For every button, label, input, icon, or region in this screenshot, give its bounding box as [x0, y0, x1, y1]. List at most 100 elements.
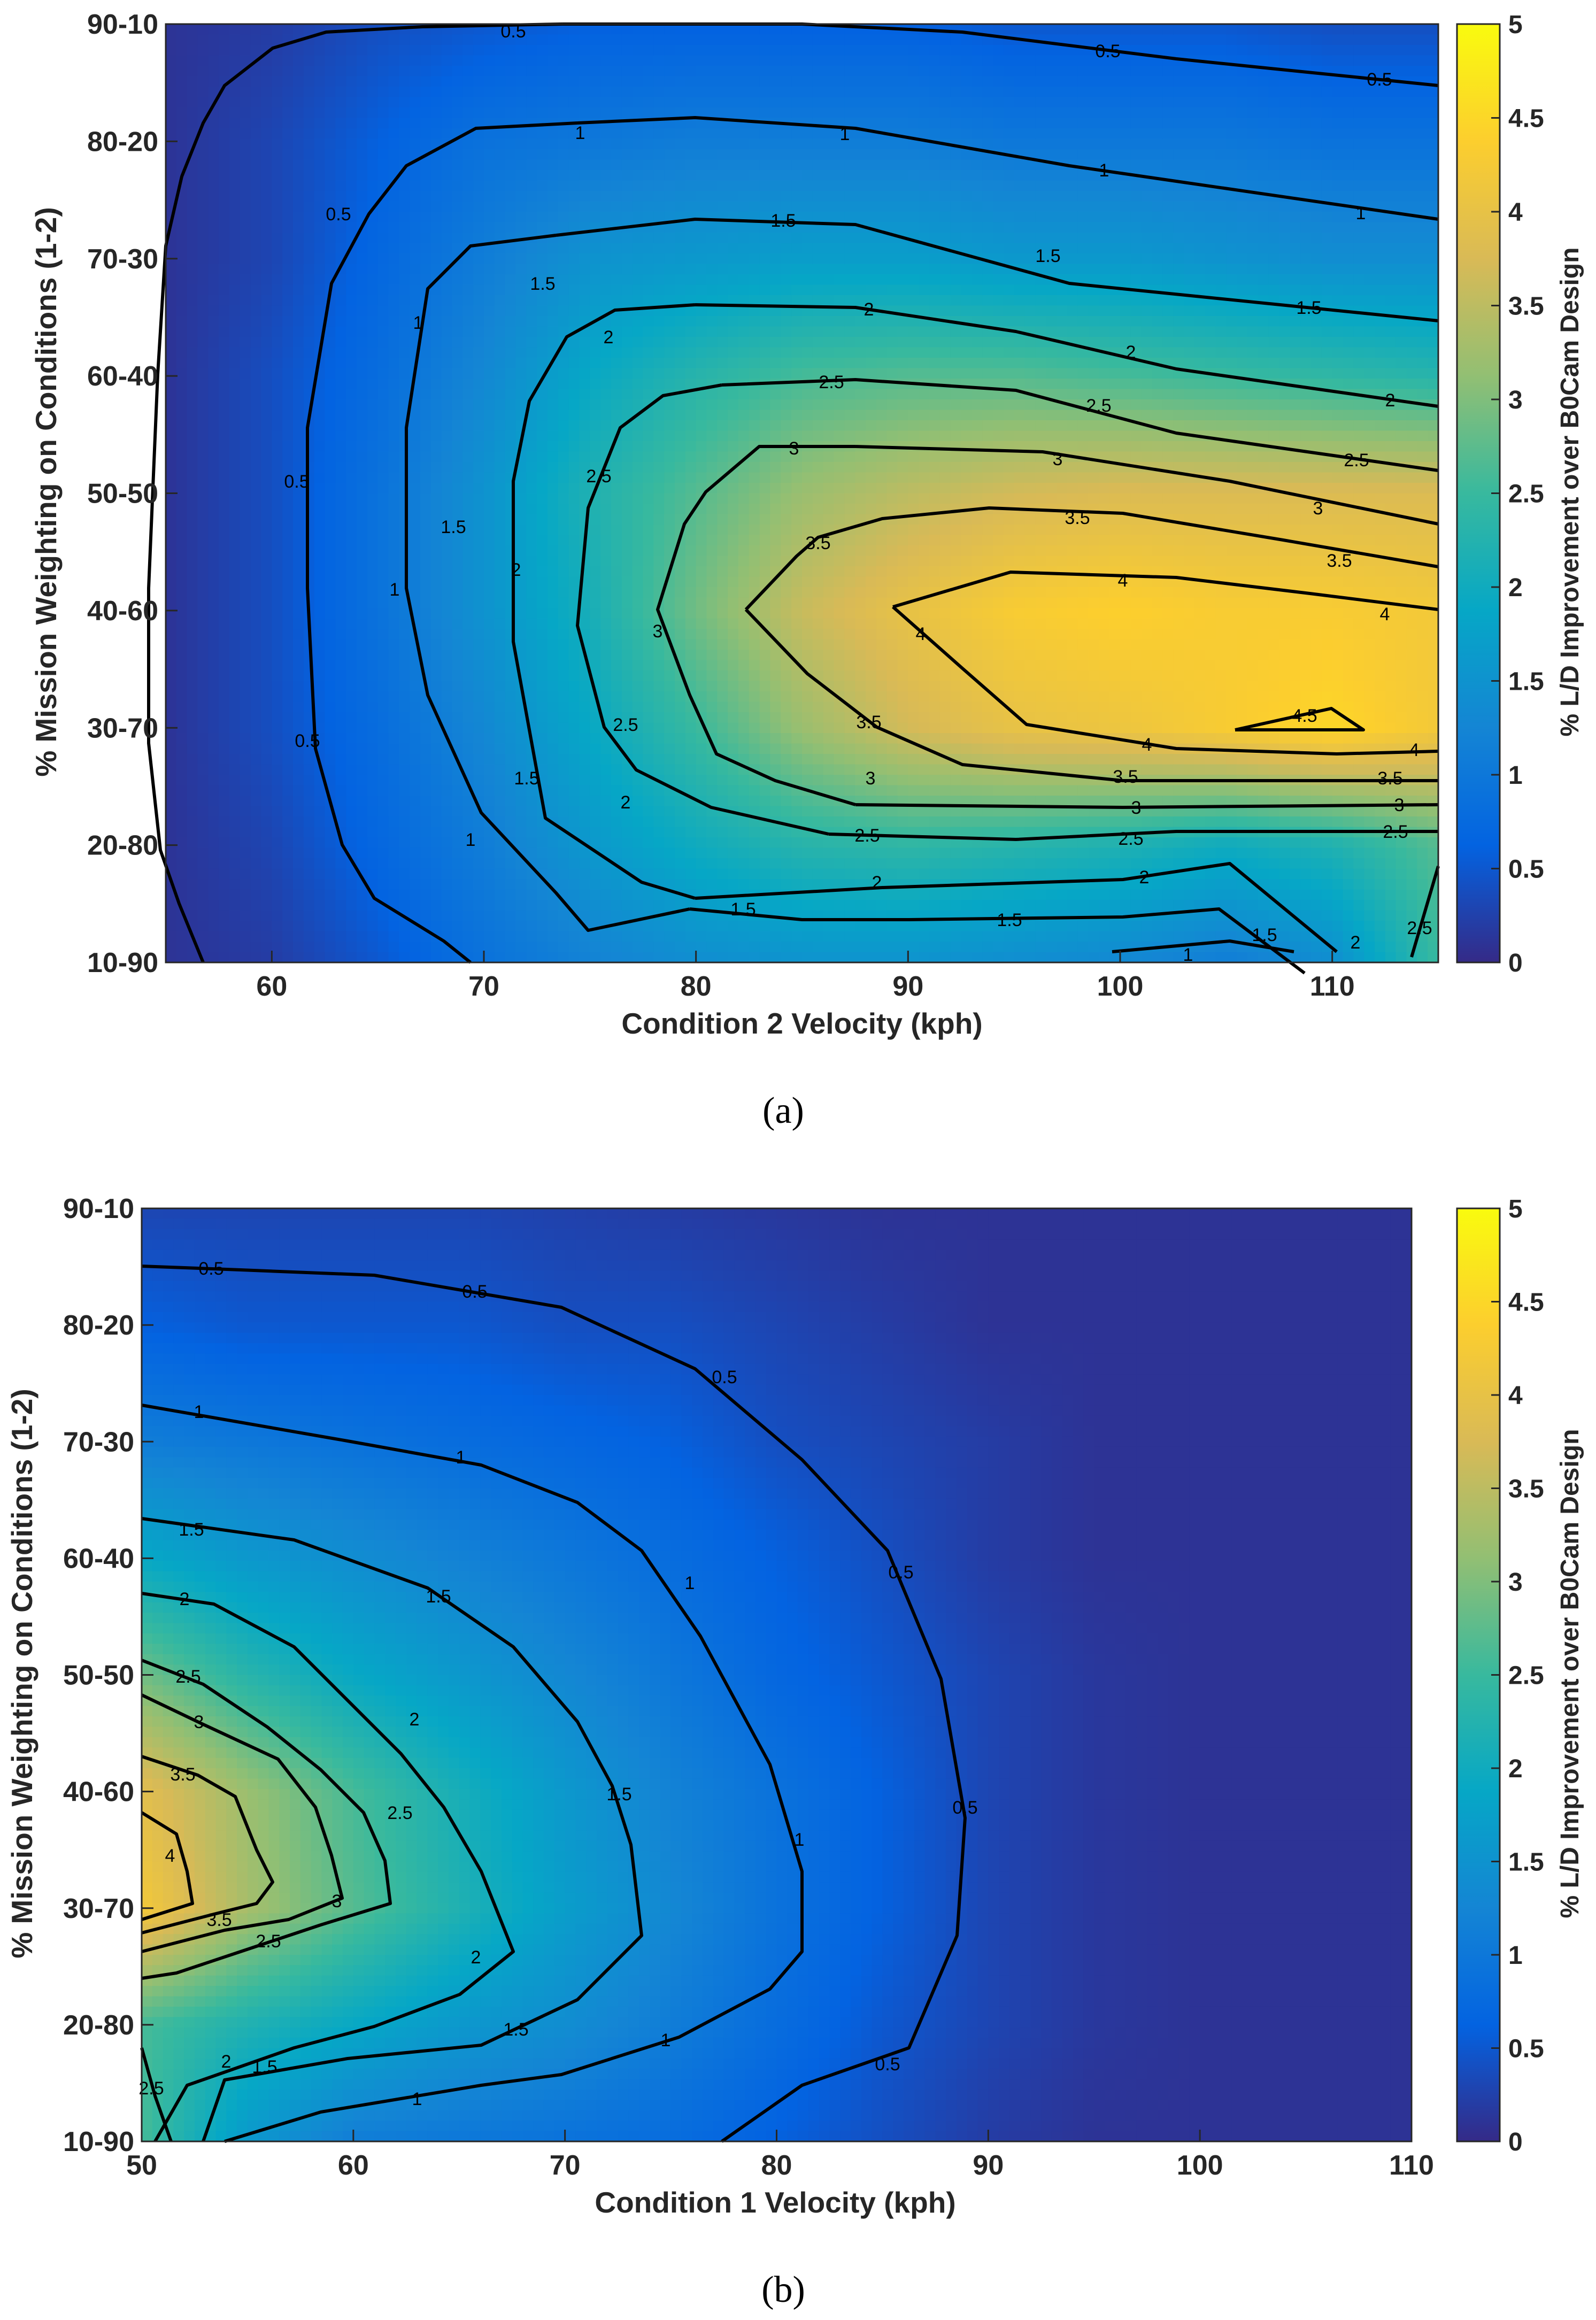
heatmap-cell — [325, 410, 336, 421]
heatmap-cell — [664, 608, 675, 619]
heatmap-cell — [611, 618, 622, 629]
heatmap-cell — [166, 264, 177, 275]
heatmap-cell — [219, 827, 230, 838]
heatmap-cell — [515, 284, 527, 296]
heatmap-cell — [282, 24, 294, 35]
heatmap-cell — [579, 952, 591, 963]
heatmap-cell — [250, 702, 262, 713]
heatmap-cell — [728, 170, 739, 181]
heatmap-cell — [537, 493, 548, 504]
heatmap-cell — [505, 743, 516, 754]
heatmap-cell — [293, 462, 304, 473]
heatmap-cell — [229, 462, 241, 473]
heatmap-cell — [664, 702, 675, 713]
heatmap-cell — [568, 493, 580, 504]
heatmap-cell — [410, 45, 421, 56]
heatmap-cell — [282, 545, 294, 557]
heatmap-cell — [303, 879, 315, 890]
heatmap-cell — [272, 618, 283, 629]
heatmap-cell — [643, 712, 654, 723]
heatmap-cell — [558, 76, 569, 87]
heatmap-cell — [590, 358, 601, 369]
heatmap-cell — [717, 243, 728, 254]
heatmap-cell — [240, 87, 251, 98]
heatmap-cell — [696, 754, 707, 765]
heatmap-cell — [462, 97, 474, 108]
heatmap-cell — [579, 66, 591, 77]
heatmap-cell — [229, 212, 241, 223]
heatmap-cell — [473, 107, 484, 119]
heatmap-cell — [282, 55, 294, 66]
heatmap-cell — [537, 743, 548, 754]
heatmap-cell — [282, 118, 294, 129]
heatmap-cell — [197, 45, 209, 56]
heatmap-cell — [346, 138, 357, 150]
heatmap-cell — [685, 159, 697, 171]
heatmap-cell — [377, 264, 389, 275]
heatmap-cell — [653, 796, 665, 807]
heatmap-cell — [197, 566, 209, 577]
heatmap-cell — [484, 274, 495, 286]
heatmap-cell — [314, 650, 326, 661]
heatmap-cell — [367, 368, 379, 379]
heatmap-cell — [357, 191, 368, 202]
heatmap-cell — [579, 785, 591, 796]
heatmap-cell — [357, 587, 368, 598]
heatmap-cell — [621, 180, 633, 191]
heatmap-cell — [537, 138, 548, 150]
heatmap-cell — [410, 556, 421, 567]
heatmap-cell — [346, 399, 357, 411]
heatmap-cell — [208, 514, 219, 525]
heatmap-cell — [717, 222, 728, 233]
heatmap-cell — [388, 670, 400, 682]
heatmap-cell — [430, 775, 442, 786]
heatmap-cell — [240, 921, 251, 932]
heatmap-cell — [717, 681, 728, 692]
heatmap-cell — [293, 472, 304, 483]
heatmap-cell — [717, 159, 728, 171]
heatmap-cell — [484, 775, 495, 786]
heatmap-cell — [685, 337, 697, 348]
heatmap-cell — [166, 545, 177, 557]
heatmap-cell — [388, 233, 400, 244]
heatmap-cell — [505, 368, 516, 379]
heatmap-cell — [548, 858, 559, 869]
heatmap-cell — [515, 608, 527, 619]
heatmap-cell — [706, 942, 718, 953]
heatmap-cell — [494, 931, 506, 942]
heatmap-cell — [410, 806, 421, 817]
heatmap-cell — [685, 931, 697, 942]
heatmap-cell — [462, 691, 474, 703]
heatmap-cell — [568, 87, 580, 98]
heatmap-cell — [346, 681, 357, 692]
heatmap-cell — [494, 410, 506, 421]
heatmap-cell — [325, 535, 336, 546]
heatmap-cell — [548, 472, 559, 483]
heatmap-cell — [272, 900, 283, 911]
heatmap-cell — [335, 379, 346, 390]
heatmap-cell — [494, 618, 506, 629]
heatmap-cell — [579, 295, 591, 306]
heatmap-cell — [197, 827, 209, 838]
heatmap-cell — [600, 816, 612, 828]
heatmap-cell — [240, 931, 251, 942]
heatmap-cell — [643, 107, 654, 119]
heatmap-cell — [430, 754, 442, 765]
heatmap-cell — [357, 389, 368, 400]
heatmap-cell — [399, 837, 410, 849]
heatmap-cell — [548, 66, 559, 77]
heatmap-cell — [229, 910, 241, 921]
heatmap-cell — [568, 504, 580, 515]
heatmap-cell — [590, 816, 601, 828]
heatmap-cell — [664, 691, 675, 703]
heatmap-cell — [410, 149, 421, 160]
heatmap-cell — [293, 712, 304, 723]
heatmap-cell — [590, 556, 601, 567]
heatmap-cell — [643, 149, 654, 160]
heatmap-cell — [420, 806, 431, 817]
panel-a-heatmap — [166, 24, 1439, 963]
heatmap-cell — [197, 556, 209, 567]
heatmap-cell — [621, 97, 633, 108]
heatmap-cell — [484, 566, 495, 577]
heatmap-cell — [505, 430, 516, 442]
